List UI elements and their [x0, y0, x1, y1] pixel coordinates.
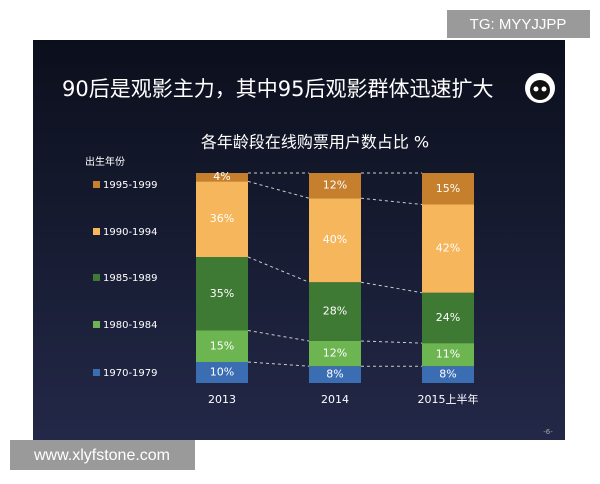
slide-title: 90后是观影主力，其中95后观影群体迅速扩大 — [62, 77, 493, 101]
legend-label: 1980-1984 — [103, 320, 158, 331]
bar-segment — [309, 282, 361, 341]
connector-line — [360, 197, 423, 205]
chart-subtitle: 各年龄段在线购票用户数占比 % — [201, 133, 429, 152]
legend-swatch — [93, 369, 100, 376]
bar-segment — [422, 173, 474, 205]
bar-segment — [196, 362, 248, 383]
legend-swatch — [93, 321, 100, 328]
connector-line — [360, 340, 423, 344]
value-label: 8% — [439, 368, 456, 381]
legend-label: 1995-1999 — [103, 180, 158, 191]
slide-background — [33, 40, 565, 440]
legend-label: 1985-1989 — [103, 273, 158, 284]
value-label: 10% — [210, 366, 234, 379]
value-label: 36% — [210, 212, 234, 225]
bar-segment — [309, 341, 361, 367]
watermark-box — [447, 10, 590, 38]
connector-line — [360, 281, 423, 294]
footer-url: www.xlyfstone.com — [33, 447, 170, 464]
legend-swatch — [93, 274, 100, 281]
logo-icon — [525, 73, 555, 103]
value-label: 8% — [326, 368, 343, 381]
bar-segment — [309, 173, 361, 199]
bar-segment — [422, 204, 474, 293]
bar-segment — [309, 198, 361, 283]
bar-segment — [422, 366, 474, 383]
legend-label: 1970-1979 — [103, 368, 158, 379]
value-label: 40% — [323, 233, 347, 246]
value-label: 35% — [210, 287, 234, 300]
watermark: TG: MYYJJPP — [470, 16, 567, 33]
legend-swatch — [93, 181, 100, 188]
connector-line — [247, 180, 310, 199]
bar-segment — [196, 173, 248, 182]
value-label: 28% — [323, 305, 347, 318]
page-number: -6- — [543, 428, 553, 436]
x-tick-label: 2014 — [321, 393, 349, 406]
footer-box — [10, 440, 195, 470]
value-label: 4% — [213, 170, 230, 183]
x-tick-label: 2013 — [208, 393, 236, 406]
x-tick-label: 2015上半年 — [418, 392, 479, 406]
value-label: 11% — [436, 348, 460, 361]
bar-segment — [196, 330, 248, 362]
bar-segment — [196, 181, 248, 257]
bar-segment — [196, 257, 248, 331]
bar-segment — [309, 366, 361, 383]
legend-title: 出生年份 — [85, 155, 125, 168]
connector-line — [247, 361, 310, 367]
connector-line — [247, 256, 310, 283]
connector-line — [247, 330, 310, 342]
value-label: 42% — [436, 242, 460, 255]
value-label: 15% — [436, 182, 460, 195]
value-label: 24% — [436, 311, 460, 324]
bar-segment — [422, 343, 474, 367]
value-label: 15% — [210, 339, 234, 352]
legend-swatch — [93, 228, 100, 235]
value-label: 12% — [323, 347, 347, 360]
bar-segment — [422, 292, 474, 344]
legend-label: 1990-1994 — [103, 227, 158, 238]
value-label: 12% — [323, 179, 347, 192]
